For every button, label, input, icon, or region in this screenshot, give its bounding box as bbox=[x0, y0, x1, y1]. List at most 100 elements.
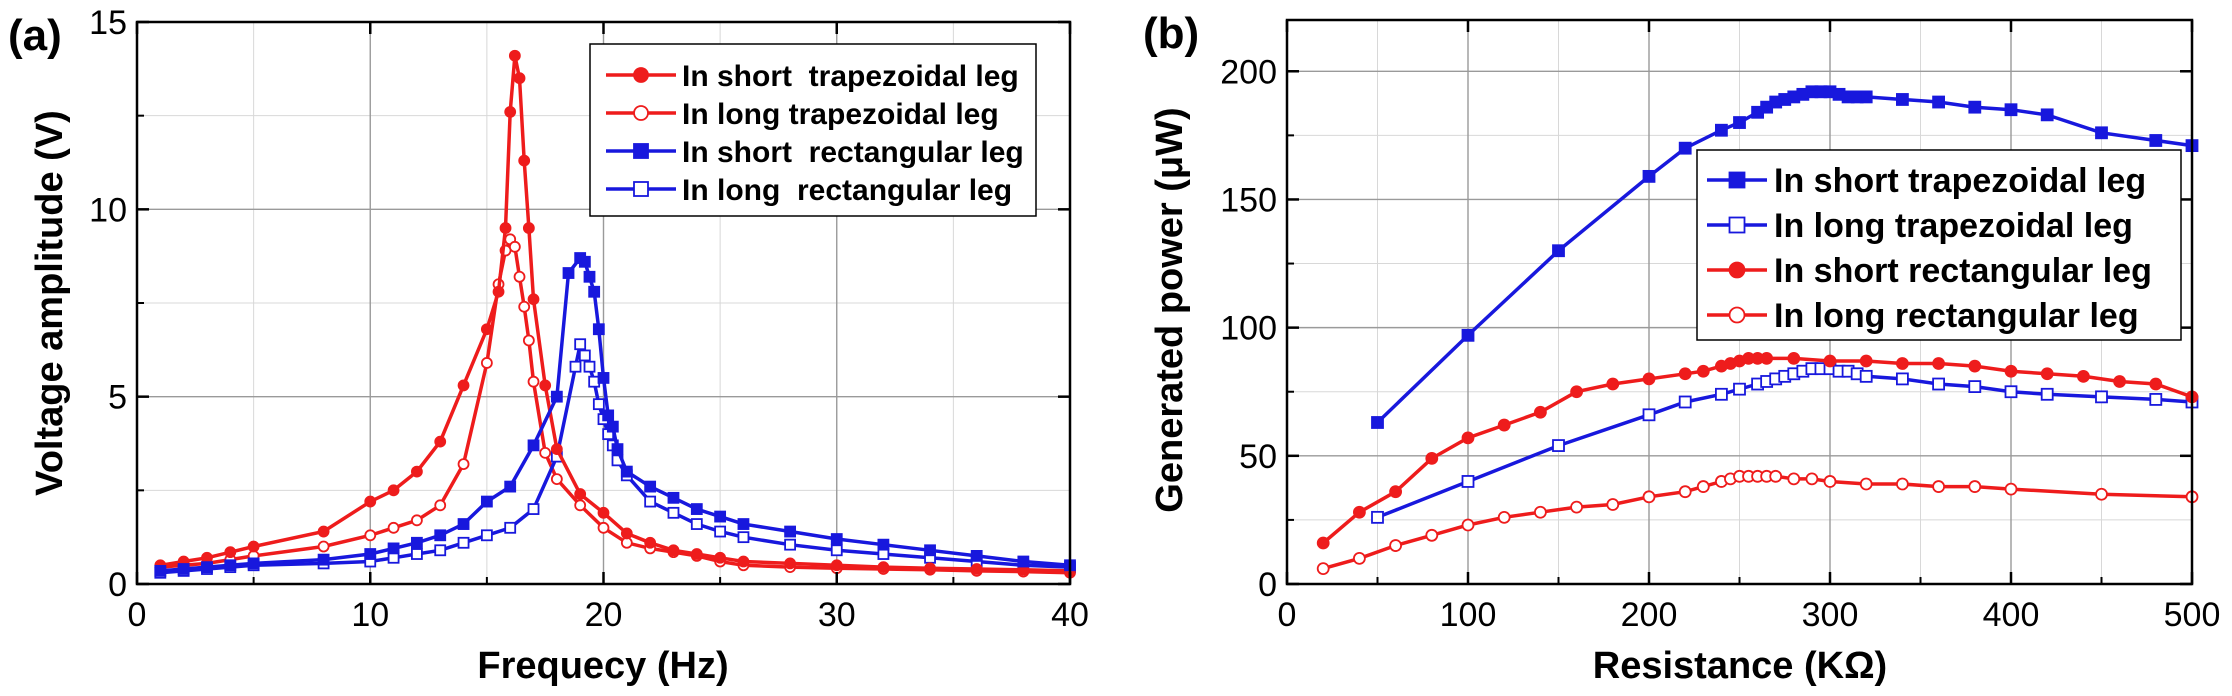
data-point bbox=[2113, 375, 2127, 388]
data-point bbox=[1968, 480, 1982, 493]
legend-label: In short rectangular leg bbox=[682, 136, 1024, 169]
data-point bbox=[539, 446, 552, 459]
x-tick-label: 100 bbox=[1440, 596, 1497, 634]
data-point bbox=[539, 379, 552, 392]
legend-label: In long rectangular leg bbox=[1774, 297, 2139, 335]
data-point bbox=[1534, 505, 1547, 519]
panel-b-ticks bbox=[1285, 20, 2194, 586]
data-point bbox=[1715, 387, 1728, 401]
data-point bbox=[2076, 369, 2090, 383]
legend-label: In long rectangular leg bbox=[682, 174, 1012, 207]
data-point bbox=[2095, 126, 2108, 140]
data-point bbox=[1896, 372, 1909, 386]
data-point bbox=[1787, 351, 1801, 365]
data-point bbox=[513, 72, 526, 85]
data-point bbox=[830, 559, 843, 572]
data-point bbox=[550, 443, 563, 456]
data-point bbox=[1760, 351, 1774, 365]
x-tick-label: 10 bbox=[351, 596, 389, 634]
series-line bbox=[1376, 366, 2193, 519]
data-point bbox=[569, 360, 582, 373]
data-point bbox=[527, 439, 540, 452]
x-tick-label: 500 bbox=[2164, 596, 2221, 634]
data-point bbox=[1968, 380, 1982, 394]
y-tick-label: 5 bbox=[108, 379, 127, 417]
panel-b-x-axis-title: Resistance (KΩ) bbox=[1593, 645, 1887, 687]
data-point bbox=[364, 495, 377, 508]
data-point bbox=[480, 529, 493, 542]
x-tick-label: 20 bbox=[585, 596, 623, 634]
data-point bbox=[784, 525, 796, 538]
data-point bbox=[1497, 418, 1511, 432]
data-point bbox=[1425, 528, 1439, 542]
data-point bbox=[1461, 328, 1475, 342]
legend-entry: In long trapezoidal leg bbox=[1707, 207, 2133, 245]
data-point bbox=[2004, 103, 2018, 117]
series-1 bbox=[1371, 362, 2199, 524]
data-point bbox=[667, 544, 680, 557]
legend-label: In long trapezoidal leg bbox=[682, 98, 999, 131]
data-point bbox=[1570, 385, 1583, 399]
data-point bbox=[1859, 90, 1873, 104]
data-point bbox=[527, 293, 540, 306]
data-point bbox=[480, 323, 493, 336]
data-point bbox=[830, 533, 843, 545]
legend-label: In short trapezoidal leg bbox=[682, 60, 1019, 93]
panel-a-x-axis-title: Frequecy (Hz) bbox=[477, 645, 728, 687]
data-point bbox=[457, 458, 470, 471]
panel-b-x-tick-labels: 0 100 200 300 400 500 bbox=[1278, 596, 2221, 634]
data-point bbox=[667, 506, 680, 519]
data-point bbox=[1696, 480, 1710, 493]
data-point bbox=[364, 548, 377, 560]
data-point bbox=[1968, 359, 1982, 373]
data-point bbox=[1932, 480, 1945, 493]
data-point bbox=[1823, 475, 1837, 488]
data-point bbox=[410, 465, 423, 478]
data-point bbox=[1461, 431, 1475, 445]
data-point bbox=[410, 548, 423, 560]
panel-a-series bbox=[154, 49, 1076, 579]
y-tick-label: 0 bbox=[1258, 566, 1277, 604]
data-point bbox=[2095, 390, 2108, 404]
data-point bbox=[2149, 393, 2163, 406]
data-point bbox=[1606, 498, 1620, 511]
data-point bbox=[1932, 377, 1945, 391]
data-point bbox=[317, 540, 330, 553]
legend-marker bbox=[1728, 171, 1746, 189]
series-0 bbox=[1371, 85, 2199, 429]
y-tick-label: 100 bbox=[1220, 310, 1277, 348]
y-tick-label: 10 bbox=[89, 191, 127, 229]
data-point bbox=[387, 521, 400, 534]
data-point bbox=[480, 495, 493, 508]
data-point bbox=[578, 349, 591, 362]
data-point bbox=[508, 49, 521, 62]
data-point bbox=[970, 550, 983, 562]
legend-label: In long trapezoidal leg bbox=[1774, 207, 2133, 245]
data-point bbox=[1389, 539, 1402, 552]
data-point bbox=[592, 398, 605, 411]
data-point bbox=[1932, 357, 1945, 370]
data-point bbox=[1461, 475, 1475, 488]
data-point bbox=[2040, 387, 2054, 401]
y-tick-label: 150 bbox=[1220, 181, 1277, 219]
panel-a-voltage-chart: (a) 0 10 20 30 40 0 5 10 15 Frequecy (Hz… bbox=[8, 4, 1089, 687]
panel-b-series bbox=[1316, 85, 2199, 576]
legend-entry: In short trapezoidal leg bbox=[606, 60, 1019, 93]
data-point bbox=[457, 518, 470, 530]
data-point bbox=[1534, 405, 1547, 419]
data-point bbox=[690, 503, 703, 515]
data-point bbox=[492, 285, 505, 298]
data-point bbox=[583, 270, 596, 283]
legend-marker bbox=[633, 181, 649, 197]
data-point bbox=[1678, 141, 1692, 155]
panel-a-y-tick-labels: 0 5 10 15 bbox=[89, 4, 127, 604]
data-point bbox=[667, 491, 680, 504]
data-point bbox=[1769, 469, 1783, 483]
data-point bbox=[1552, 439, 1565, 452]
data-point bbox=[1896, 477, 1909, 491]
data-point bbox=[1932, 95, 1945, 109]
data-point bbox=[522, 334, 535, 347]
data-point bbox=[1715, 123, 1728, 137]
data-point bbox=[588, 285, 601, 298]
data-point bbox=[1733, 116, 1746, 129]
